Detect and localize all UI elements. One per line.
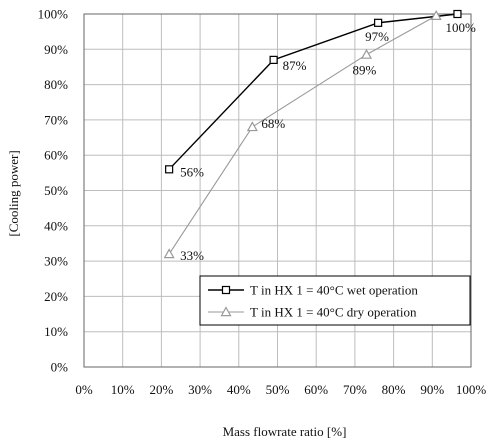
data-point [269, 55, 278, 64]
y-tick-label: 20% [44, 289, 68, 304]
legend-label: T in HX 1 = 40°C dry operation [250, 305, 417, 320]
x-tick-label: 0% [75, 382, 93, 397]
plot-area [83, 13, 472, 368]
data-point [453, 9, 462, 19]
data-label: 89% [353, 63, 377, 78]
series-line [168, 13, 458, 170]
x-tick-label: 60% [304, 382, 328, 397]
x-tick-label: 50% [266, 382, 290, 397]
data-label: 68% [261, 116, 285, 131]
data-point [163, 248, 175, 259]
series-line [168, 15, 437, 255]
y-tick-label: 70% [44, 112, 68, 127]
data-label: 97% [365, 29, 389, 44]
y-tick-label: 0% [51, 360, 69, 375]
legend: T in HX 1 = 40°C wet operation T in HX 1 … [199, 275, 471, 326]
x-tick-label: 80% [382, 382, 406, 397]
data-label: 56% [180, 164, 204, 179]
y-tick-label: 60% [44, 148, 68, 163]
y-tick-label: 100% [38, 7, 69, 22]
y-tick-label: 30% [44, 254, 68, 269]
x-tick-label: 100% [456, 382, 487, 397]
series-wet: 56% 87% 97% 100% [165, 9, 476, 179]
data-point [374, 18, 383, 27]
legend-label: T in HX 1 = 40°C wet operation [250, 283, 418, 298]
data-point [246, 121, 258, 132]
data-point [165, 165, 174, 174]
y-axis-title: [Cooling power] [6, 150, 21, 236]
y-tick-label: 80% [44, 77, 68, 92]
y-tick-label: 10% [44, 324, 68, 339]
grid-lines [84, 14, 471, 367]
legend-box [199, 275, 471, 326]
series-layer: 56% 87% 97% 100% 33% 68% 89% [163, 9, 476, 263]
x-tick-label: 10% [111, 382, 135, 397]
data-label: 87% [283, 58, 307, 73]
data-label: 33% [180, 248, 204, 263]
legend-entry: T in HX 1 = 40°C wet operation [208, 283, 418, 298]
data-point [430, 10, 442, 20]
x-tick-label: 30% [188, 382, 212, 397]
y-tick-label: 40% [44, 218, 68, 233]
legend-entry: T in HX 1 = 40°C dry operation [208, 305, 417, 320]
y-tick-label: 50% [44, 183, 68, 198]
data-point [360, 48, 373, 59]
series-dry: 33% 68% 89% [163, 10, 442, 263]
y-axis-ticks: 0% 10% 20% 30% 40% 50% 60% 70% 80% 90% 100% [38, 7, 69, 375]
legend-marker [220, 306, 232, 317]
x-tick-label: 90% [420, 382, 444, 397]
y-tick-label: 90% [44, 42, 68, 57]
x-axis-title: Mass flowrate ratio [%] [223, 424, 347, 439]
x-tick-label: 20% [149, 382, 173, 397]
x-axis-ticks: 0% 10% 20% 30% 40% 50% 60% 70% 80% 90% 100% [75, 382, 486, 397]
x-tick-label: 70% [343, 382, 367, 397]
legend-marker [221, 285, 231, 295]
x-tick-label: 40% [227, 382, 251, 397]
data-label: 100% [445, 20, 476, 35]
